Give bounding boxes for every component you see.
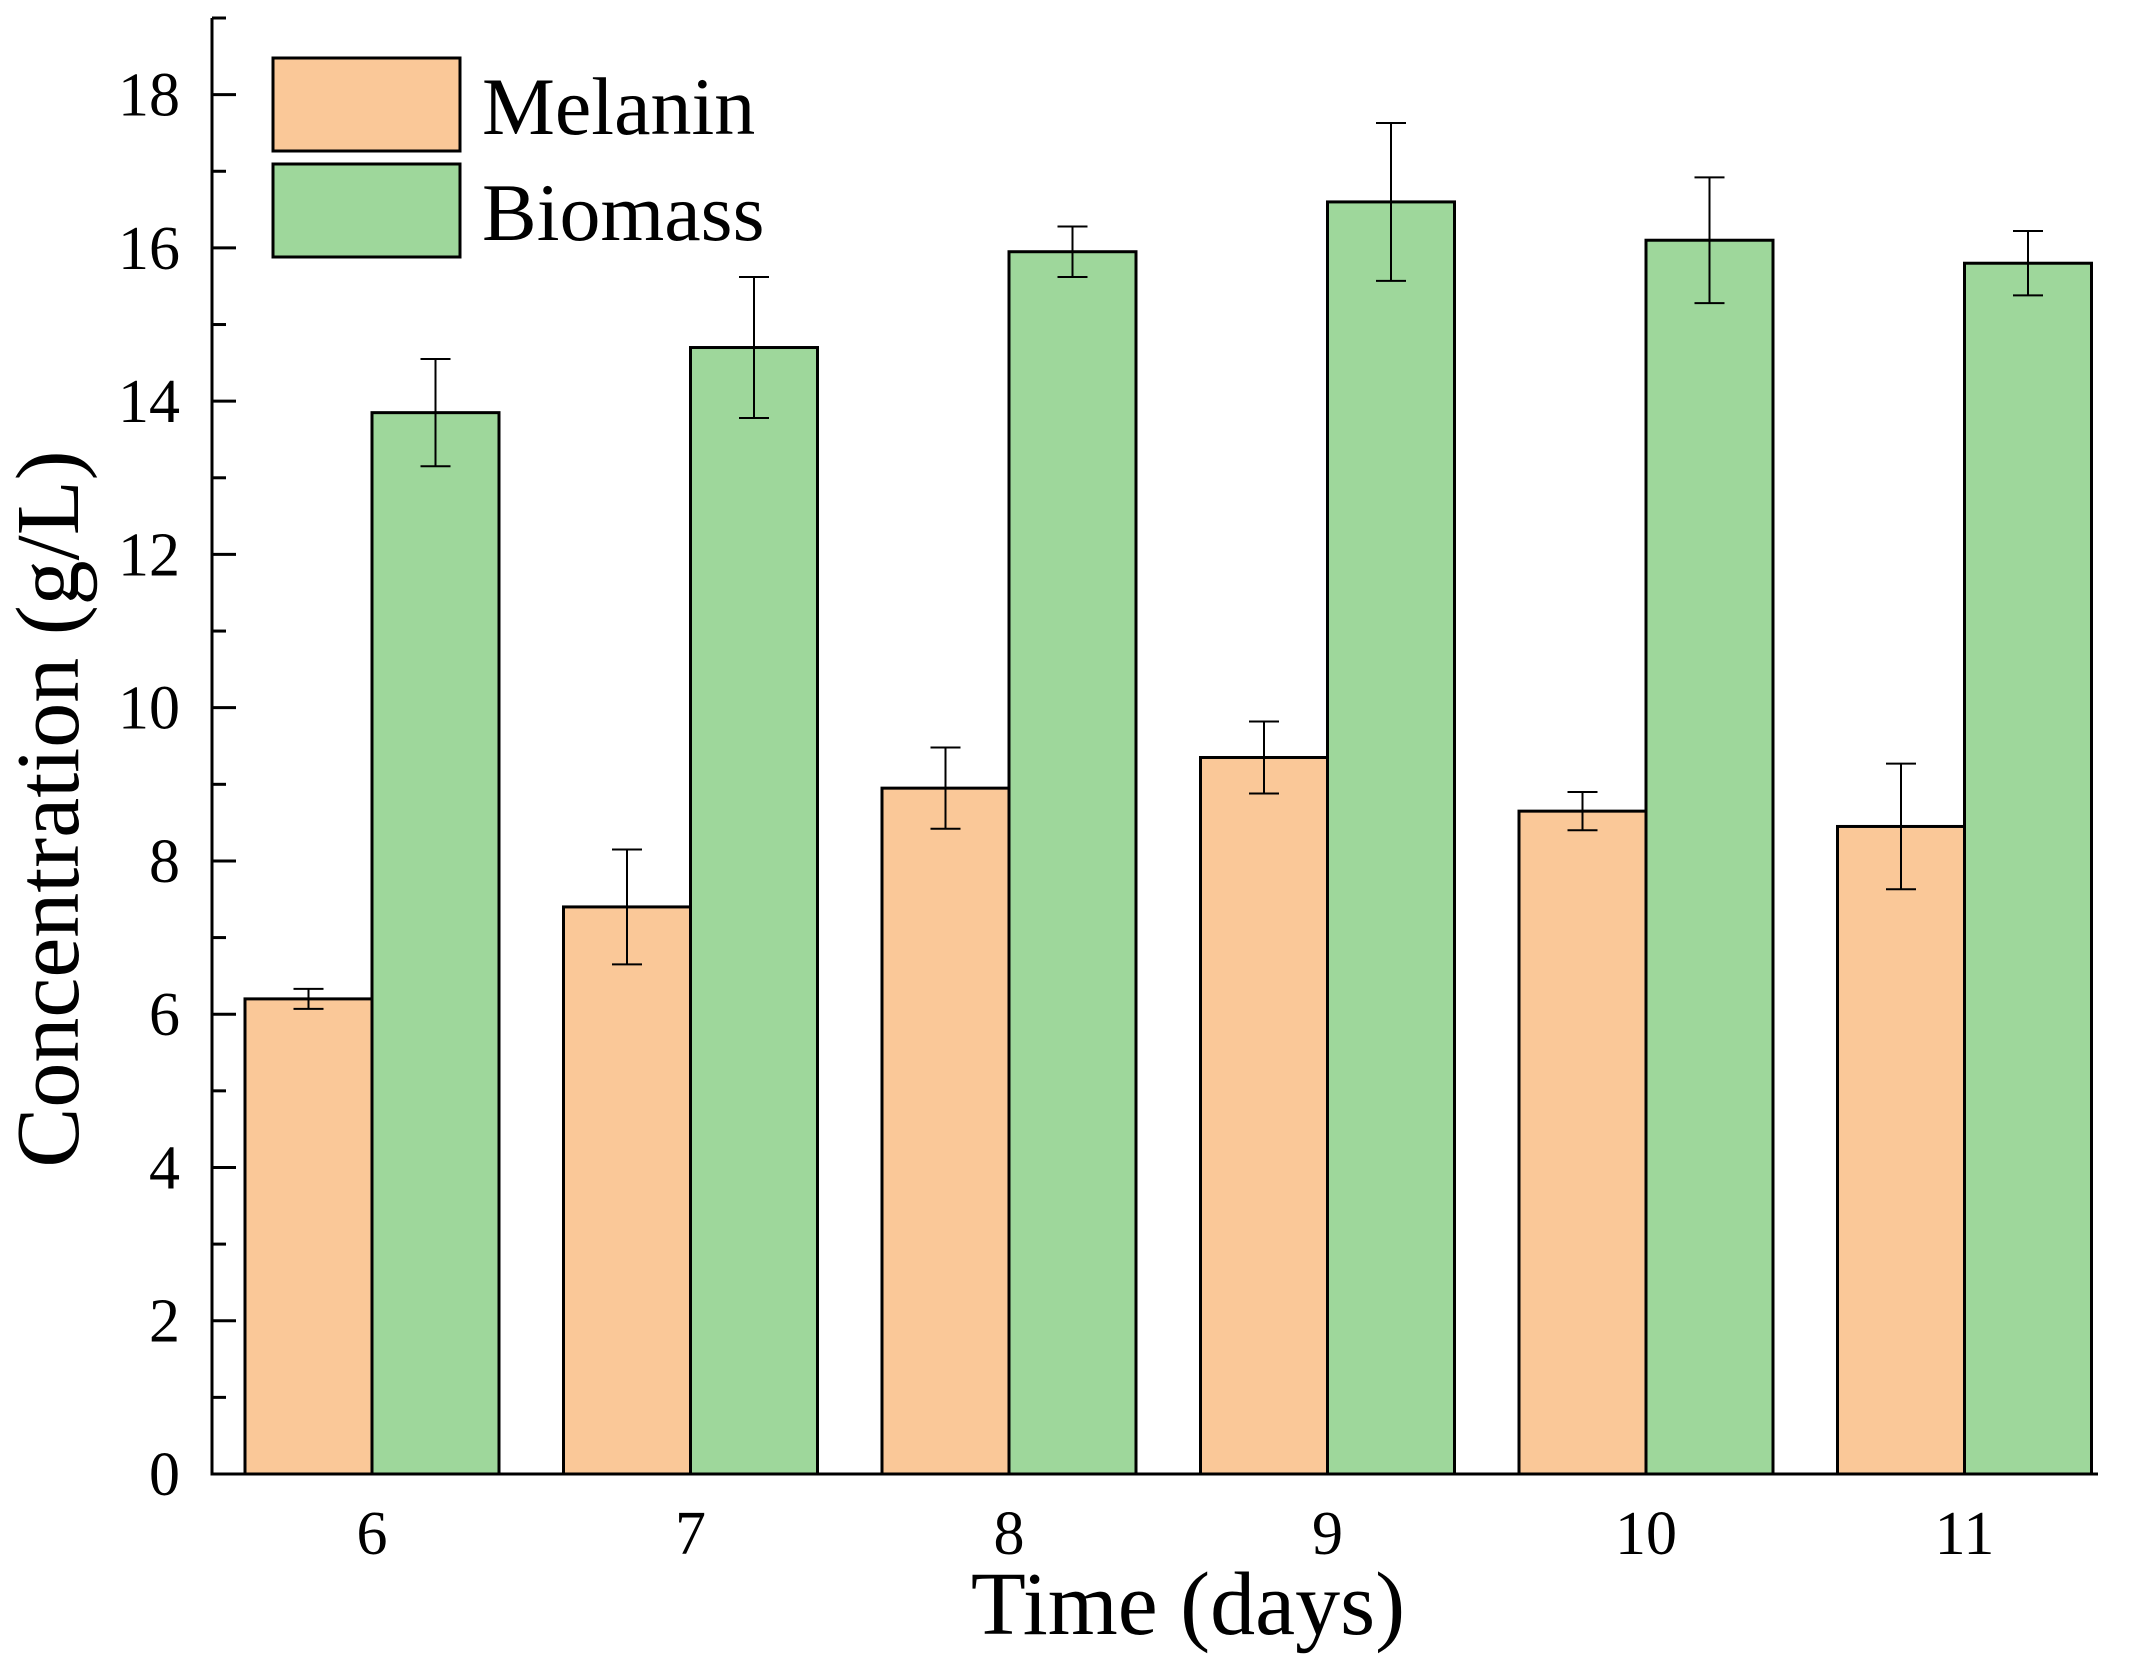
x-tick-label-7: 7 [675,1500,706,1568]
y-tick-label-12: 12 [118,521,180,589]
axes-layer [210,16,2098,1476]
error-bar-biomass-7 [739,276,769,420]
x-tick-label-11: 11 [1935,1500,1995,1568]
bar-biomass-8 [1007,250,1138,1476]
bar-melanin-7 [562,905,692,1476]
y-tick-label-16: 16 [118,215,180,283]
legend-label-melanin: Melanin [482,61,755,152]
x-axis-title: Time (days) [971,1555,1405,1654]
bar-biomass-7 [689,346,819,1476]
tick-labels-layer: 6 7 8 9 10 11 0 2 4 6 8 10 12 14 16 18 [118,62,1994,1568]
y-axis-title: Concentration (g/L) [0,450,98,1167]
error-bars-layer [293,121,2043,1010]
bar-melanin-11 [1836,824,1966,1476]
error-bar-biomass-11 [2013,230,2043,297]
y-tick-label-8: 8 [149,828,180,896]
bar-biomass-10 [1644,238,1775,1476]
bar-biomass-11 [1963,261,2093,1476]
bar-melanin-6 [243,997,374,1476]
bar-melanin-10 [1517,809,1648,1476]
y-tick-label-14: 14 [118,368,180,436]
error-bar-biomass-9 [1376,121,1406,282]
error-bar-biomass-6 [420,358,451,468]
legend-swatch-biomass [271,162,462,259]
bar-melanin-9 [1199,755,1329,1476]
error-bar-melanin-8 [930,746,961,830]
y-tick-label-6: 6 [149,981,180,1049]
y-tick-label-18: 18 [118,62,180,130]
bar-biomass-6 [370,411,501,1476]
error-bar-biomass-8 [1057,225,1088,279]
y-tick-label-10: 10 [118,675,180,743]
error-bar-melanin-10 [1567,790,1598,832]
legend: Melanin Biomass [271,56,764,259]
x-tick-label-9: 9 [1312,1500,1343,1568]
y-tick-label-4: 4 [149,1134,180,1202]
x-tick-label-10: 10 [1615,1500,1677,1568]
error-bar-melanin-9 [1249,720,1279,795]
error-bar-melanin-6 [293,987,324,1010]
legend-label-biomass: Biomass [482,167,764,258]
bar-melanin-8 [880,786,1011,1476]
x-tick-label-8: 8 [994,1500,1025,1568]
x-tick-label-6: 6 [357,1500,388,1568]
y-tick-label-0: 0 [149,1441,180,1509]
y-tick-label-2: 2 [149,1288,180,1356]
error-bar-melanin-11 [1886,762,1916,891]
error-bar-biomass-10 [1694,176,1725,305]
error-bar-melanin-7 [612,848,642,966]
legend-swatch-melanin [271,56,462,153]
bars-layer [243,200,2093,1476]
bar-biomass-9 [1326,200,1456,1476]
